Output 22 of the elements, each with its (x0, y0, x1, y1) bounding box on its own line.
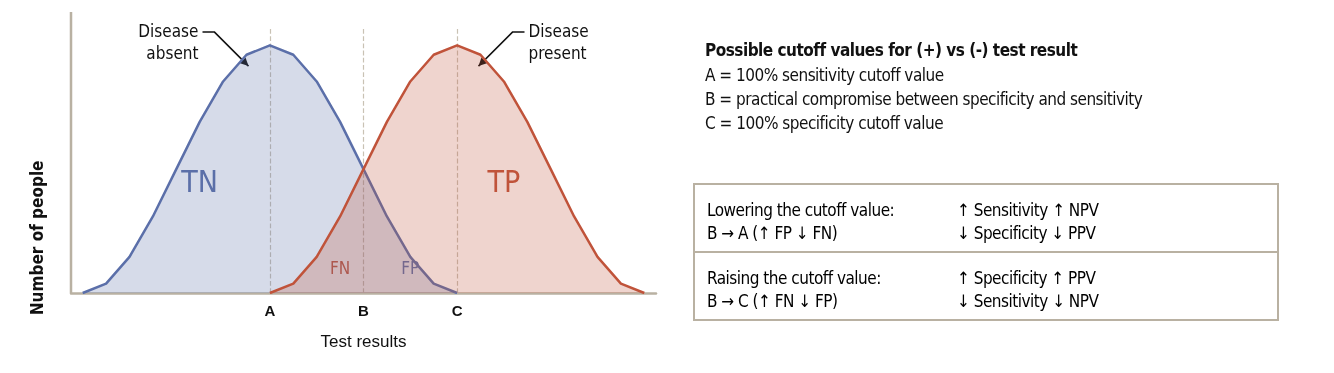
x-tick-label: A (264, 302, 276, 319)
x-tick-label: B (358, 302, 370, 319)
annotation: FN (329, 258, 351, 279)
x-tick-label: C (451, 302, 463, 319)
text: A = 100% sensitivity cutoff value (705, 64, 945, 87)
text: Lowering the cutoff value: (707, 199, 896, 222)
text: B = practical compromise between specificity and sensitivity (705, 88, 1144, 111)
x-axis-title: Test results (320, 332, 407, 351)
text: ↑ Specificity ↑ PPV (957, 267, 1097, 290)
text: ↑ Sensitivity ↑ NPV (957, 199, 1100, 222)
text: B → C (↑ FN ↓ FP) (707, 290, 839, 313)
text: Raising the cutoff value: (707, 267, 882, 290)
series-label: Disease absent (138, 21, 199, 64)
text: ↓ Sensitivity ↓ NPV (957, 290, 1100, 313)
text: B → A (↑ FP ↓ FN) (707, 222, 839, 245)
annotation: TP (486, 164, 521, 200)
y-axis-title: Number of people (26, 160, 47, 316)
series-label: Disease present (528, 21, 589, 64)
annotation: TN (180, 164, 219, 200)
text: C = 100% specificity cutoff value (705, 112, 945, 135)
text: Possible cutoff values for (+) vs (-) test result (705, 40, 1079, 60)
text: ↓ Specificity ↓ PPV (957, 222, 1097, 245)
